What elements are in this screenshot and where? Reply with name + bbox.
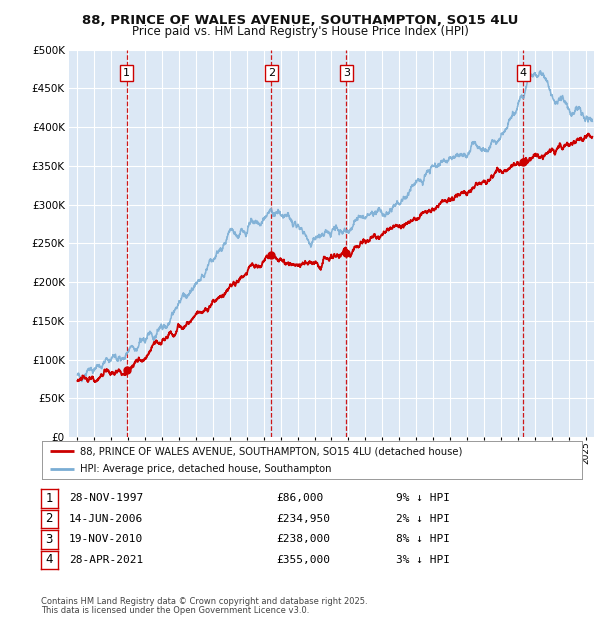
Text: 28-APR-2021: 28-APR-2021 (69, 555, 143, 565)
Text: 14-JUN-2006: 14-JUN-2006 (69, 514, 143, 524)
Text: 2: 2 (46, 513, 53, 525)
Text: 4: 4 (46, 554, 53, 566)
Text: £355,000: £355,000 (276, 555, 330, 565)
Text: £238,000: £238,000 (276, 534, 330, 544)
Text: 2% ↓ HPI: 2% ↓ HPI (396, 514, 450, 524)
Text: 88, PRINCE OF WALES AVENUE, SOUTHAMPTON, SO15 4LU (detached house): 88, PRINCE OF WALES AVENUE, SOUTHAMPTON,… (80, 446, 462, 456)
Text: HPI: Average price, detached house, Southampton: HPI: Average price, detached house, Sout… (80, 464, 331, 474)
Text: 4: 4 (520, 68, 527, 78)
Text: 1: 1 (46, 492, 53, 505)
Text: 3: 3 (46, 533, 53, 546)
Text: 1: 1 (123, 68, 130, 78)
Text: 8% ↓ HPI: 8% ↓ HPI (396, 534, 450, 544)
Text: 2: 2 (268, 68, 275, 78)
Text: Contains HM Land Registry data © Crown copyright and database right 2025.: Contains HM Land Registry data © Crown c… (41, 597, 367, 606)
Text: £234,950: £234,950 (276, 514, 330, 524)
Text: £86,000: £86,000 (276, 494, 323, 503)
Text: 3: 3 (343, 68, 350, 78)
Text: Price paid vs. HM Land Registry's House Price Index (HPI): Price paid vs. HM Land Registry's House … (131, 25, 469, 38)
Text: This data is licensed under the Open Government Licence v3.0.: This data is licensed under the Open Gov… (41, 606, 309, 615)
Text: 88, PRINCE OF WALES AVENUE, SOUTHAMPTON, SO15 4LU: 88, PRINCE OF WALES AVENUE, SOUTHAMPTON,… (82, 14, 518, 27)
Text: 19-NOV-2010: 19-NOV-2010 (69, 534, 143, 544)
Text: 3% ↓ HPI: 3% ↓ HPI (396, 555, 450, 565)
Text: 28-NOV-1997: 28-NOV-1997 (69, 494, 143, 503)
Text: 9% ↓ HPI: 9% ↓ HPI (396, 494, 450, 503)
